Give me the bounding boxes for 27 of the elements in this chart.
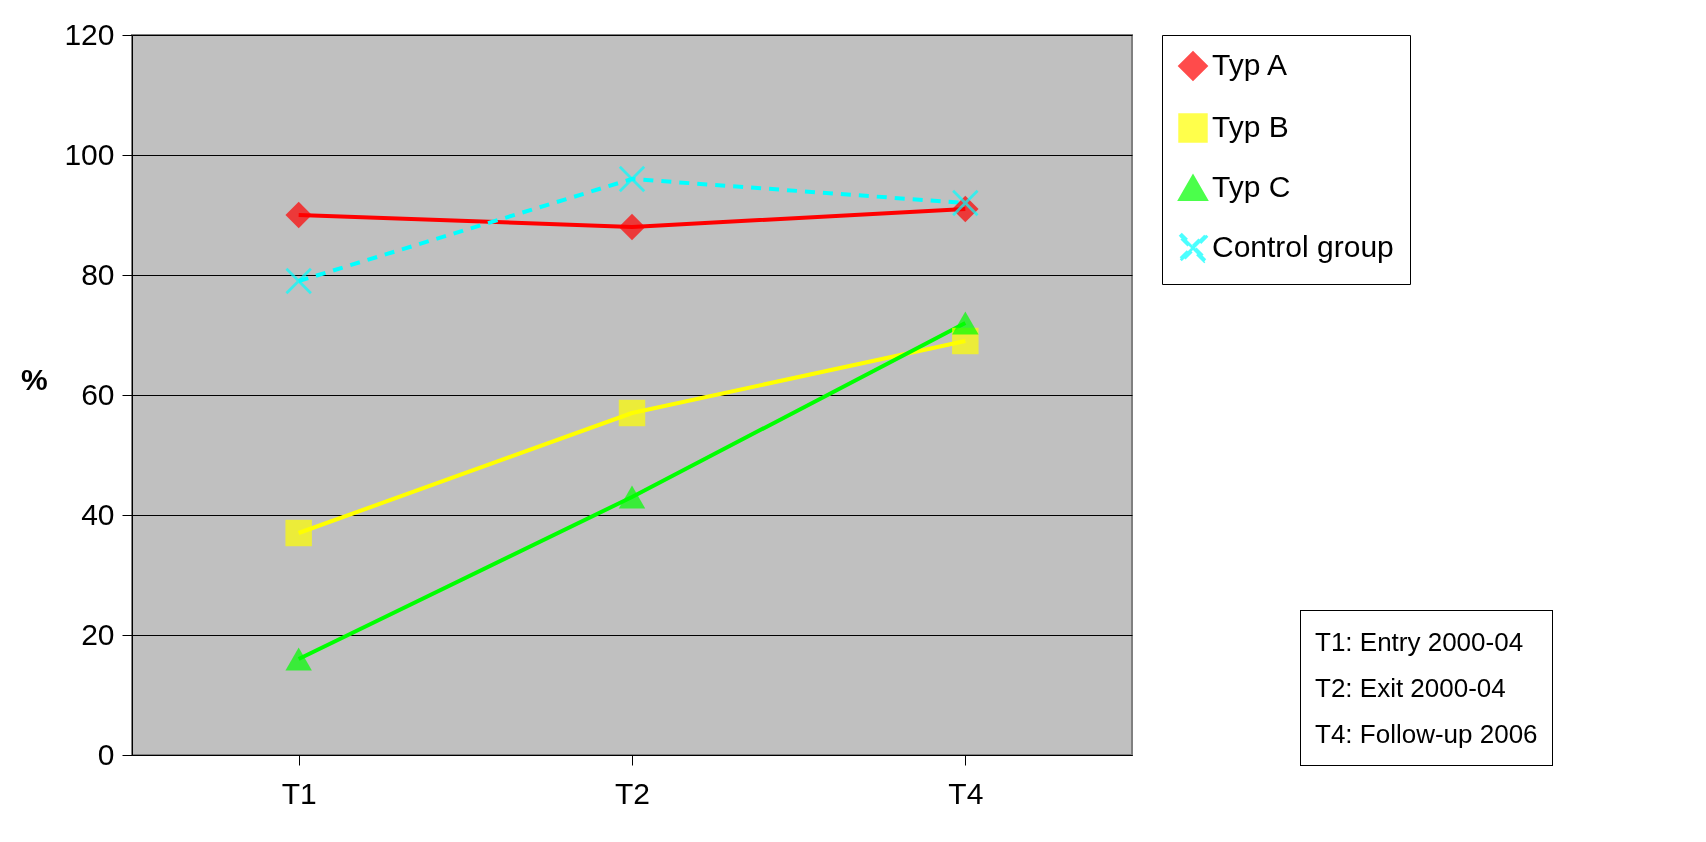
y-tick-label: 40 [81, 497, 115, 531]
text: T2: Exit 2000-04 [1315, 672, 1507, 705]
text: T4: Follow-up 2006 [1315, 718, 1538, 751]
y-tick-label: 0 [97, 737, 115, 771]
point [618, 213, 646, 241]
point [952, 189, 979, 217]
x-tick-label: T4 [948, 776, 984, 810]
y-tick-label: 100 [64, 137, 115, 171]
x-tick-label: T2 [614, 776, 651, 810]
y-tick-label: 120 [64, 17, 115, 51]
text: T1: Entry 2000-04 [1315, 626, 1525, 659]
y-tick-label: 80 [81, 257, 115, 291]
legend-label: Control group [1212, 230, 1394, 263]
y-axis-title: % [21, 362, 48, 396]
legend-label: Typ C [1212, 170, 1291, 203]
point [618, 399, 646, 427]
legend-label: Typ A [1212, 48, 1288, 81]
y-tick-label: 20 [81, 617, 115, 651]
point [285, 201, 312, 229]
legend-label: Typ B [1212, 110, 1289, 143]
point [952, 311, 979, 335]
point [285, 519, 312, 547]
point [285, 647, 312, 671]
point [618, 485, 646, 509]
y-tick-label: 60 [81, 377, 115, 411]
point [285, 267, 312, 295]
x-tick-label: T1 [281, 776, 317, 810]
